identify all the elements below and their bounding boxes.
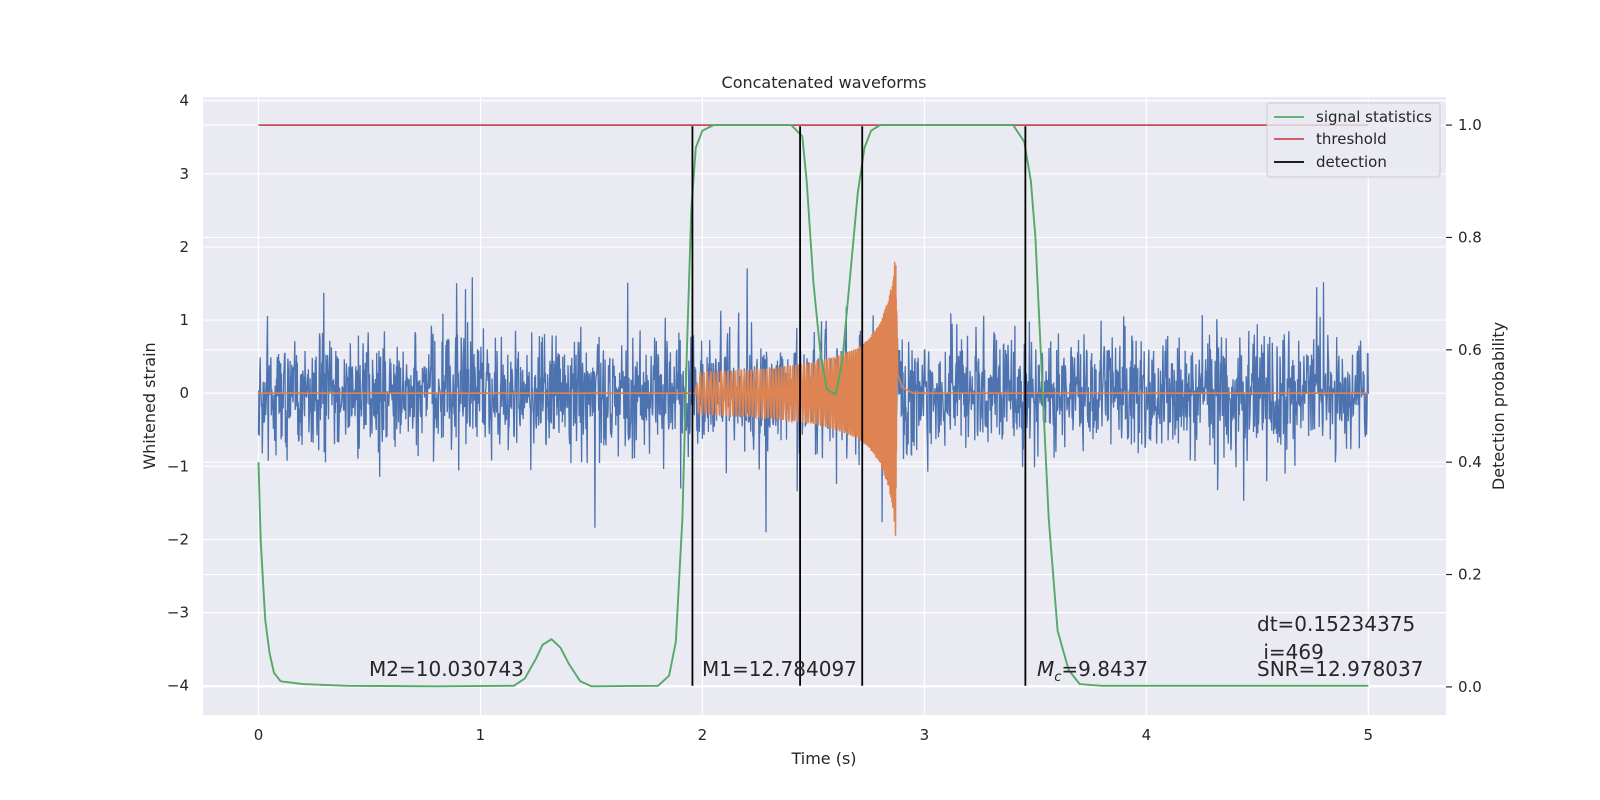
y-left-tick-label: −1 <box>167 457 189 475</box>
annotation-dt: dt=0.15234375 <box>1257 612 1415 636</box>
y-right-tick-label: 1.0 <box>1458 116 1482 134</box>
annotations: M2=10.030743 M1=12.784097 Mc=9.8437 dt=0… <box>369 612 1423 685</box>
x-tick-label: 1 <box>476 726 486 744</box>
legend-label-signal-statistics: signal statistics <box>1316 108 1432 126</box>
y-axis-label-left: Whitened strain <box>140 342 159 469</box>
annotation-m1: M1=12.784097 <box>702 657 857 681</box>
x-axis-label: Time (s) <box>790 749 856 768</box>
signal-statistics-series <box>257 124 1369 688</box>
y-left-tick-label: 2 <box>179 238 189 256</box>
noise-strain-series <box>257 268 1369 533</box>
plot-area <box>257 124 1369 688</box>
y-right-tick-label: 0.8 <box>1458 228 1482 246</box>
y-left-tick-label: −2 <box>167 530 189 548</box>
annotation-i: i=469 <box>1257 640 1324 664</box>
annotation-snr: SNR=12.978037 <box>1257 657 1423 681</box>
y-right-tick-label: 0.0 <box>1458 678 1482 696</box>
annotation-mc: Mc=9.8437 <box>1037 657 1148 685</box>
x-tick-label: 4 <box>1142 726 1152 744</box>
legend: signal statistics threshold detection <box>1266 102 1441 178</box>
y-axis-label-right: Detection probability <box>1489 322 1508 490</box>
y-left-tick-label: 4 <box>179 92 189 110</box>
template-waveform-series <box>258 261 1369 536</box>
x-tick-label: 5 <box>1364 726 1374 744</box>
tick-labels: 0 1 2 3 4 5 −4 −3 −2 −1 0 1 2 3 4 0.0 0.2 0.4 0.6 0.8 1.0 <box>167 92 1482 744</box>
chart-title: Concatenated waveforms <box>722 73 927 92</box>
y-left-tick-label: 0 <box>179 384 189 402</box>
legend-label-detection: detection <box>1316 153 1387 171</box>
y-right-tick-label: 0.6 <box>1458 341 1482 359</box>
annotation-m2: M2=10.030743 <box>369 657 524 681</box>
legend-box <box>1266 102 1441 178</box>
x-tick-label: 3 <box>920 726 930 744</box>
y-left-tick-label: −4 <box>167 677 189 695</box>
y-right-tick-label: 0.4 <box>1458 453 1482 471</box>
y-left-tick-label: 3 <box>179 165 189 183</box>
x-tick-label: 2 <box>698 726 708 744</box>
y-right-tick-label: 0.2 <box>1458 566 1482 584</box>
y-left-tick-label: −3 <box>167 604 189 622</box>
x-tick-label: 0 <box>254 726 264 744</box>
y-left-tick-label: 1 <box>179 311 189 329</box>
legend-label-threshold: threshold <box>1316 130 1387 148</box>
